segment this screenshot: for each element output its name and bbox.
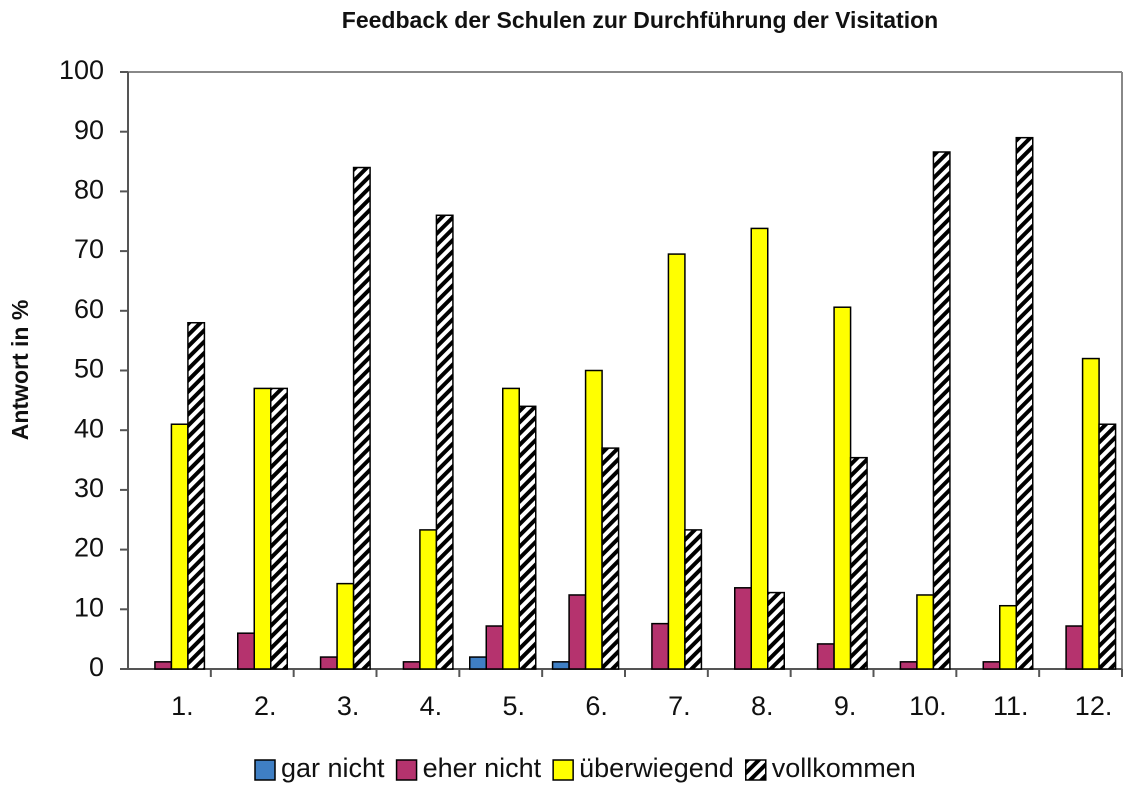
chart-title: Feedback der Schulen zur Durchführung de… (342, 7, 938, 33)
bar (816, 643, 835, 670)
x-tick-label: 1. (171, 691, 194, 721)
y-tick-label: 60 (74, 294, 104, 324)
legend-swatch (745, 759, 767, 781)
bar (833, 306, 852, 670)
x-tick-label: 9. (834, 691, 857, 721)
bar (899, 661, 918, 670)
bar (1065, 625, 1084, 670)
y-tick-label: 100 (59, 55, 104, 85)
bar (849, 456, 868, 670)
bar (419, 529, 438, 670)
bar (734, 587, 752, 670)
bar (1015, 136, 1034, 670)
legend-swatch (395, 759, 418, 781)
y-tick-label: 50 (74, 354, 104, 384)
y-tick-label: 30 (74, 473, 104, 503)
y-tick-label: 70 (74, 234, 104, 264)
x-tick-label: 7. (668, 691, 691, 721)
y-axis-label: Antwort in % (7, 300, 33, 441)
bar (319, 656, 338, 670)
bar (684, 529, 703, 670)
bar (568, 594, 587, 670)
bar (601, 447, 620, 670)
x-tick-label: 6. (585, 691, 608, 721)
bar (502, 387, 520, 670)
x-tick-label: 10. (909, 691, 947, 721)
x-tick-label: 4. (420, 691, 443, 721)
x-tick-label: 2. (254, 691, 277, 721)
y-tick-label: 80 (74, 175, 104, 205)
legend-label: gar nicht (281, 753, 385, 783)
y-tick-label: 40 (74, 413, 104, 443)
bar (584, 369, 603, 670)
y-tick-label: 0 (89, 652, 104, 682)
bar (1098, 423, 1117, 670)
bar (1081, 357, 1100, 670)
bar (253, 387, 272, 670)
y-tick-label: 90 (74, 115, 104, 145)
legend-swatch (254, 759, 276, 781)
bar (237, 632, 255, 670)
x-tick-label: 5. (502, 691, 525, 721)
y-tick-label: 20 (74, 533, 104, 563)
bar (469, 656, 487, 670)
x-tick-label: 11. (993, 691, 1029, 721)
bar (270, 387, 288, 670)
x-tick-label: 12. (1075, 691, 1113, 721)
bar (518, 405, 537, 670)
legend-label: überwiegend (579, 753, 734, 783)
y-tick-label: 10 (74, 592, 104, 622)
bar (667, 253, 686, 670)
bar (336, 582, 355, 670)
x-tick-label: 3. (337, 691, 360, 721)
bar (352, 166, 371, 670)
bar (551, 661, 570, 670)
bar (170, 423, 189, 670)
bar (651, 622, 670, 670)
bar (154, 661, 173, 670)
bar (485, 625, 504, 670)
legend-label: eher nicht (423, 753, 542, 783)
legend-label: vollkommen (772, 753, 916, 783)
bar (750, 227, 769, 670)
legend-swatch (552, 759, 574, 781)
x-tick-label: 8. (751, 691, 774, 721)
bar (402, 661, 421, 670)
bar (932, 151, 951, 670)
bar (187, 321, 206, 670)
bar (916, 594, 935, 670)
bar (767, 591, 785, 670)
bar (435, 214, 454, 670)
bar (982, 661, 1001, 670)
bar (999, 604, 1017, 670)
